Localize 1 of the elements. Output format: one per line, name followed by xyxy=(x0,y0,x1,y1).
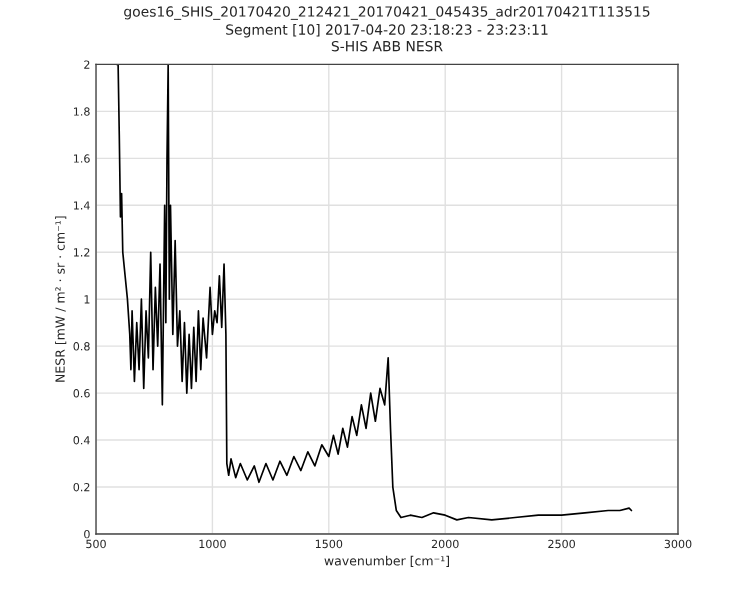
line-series xyxy=(116,64,633,521)
